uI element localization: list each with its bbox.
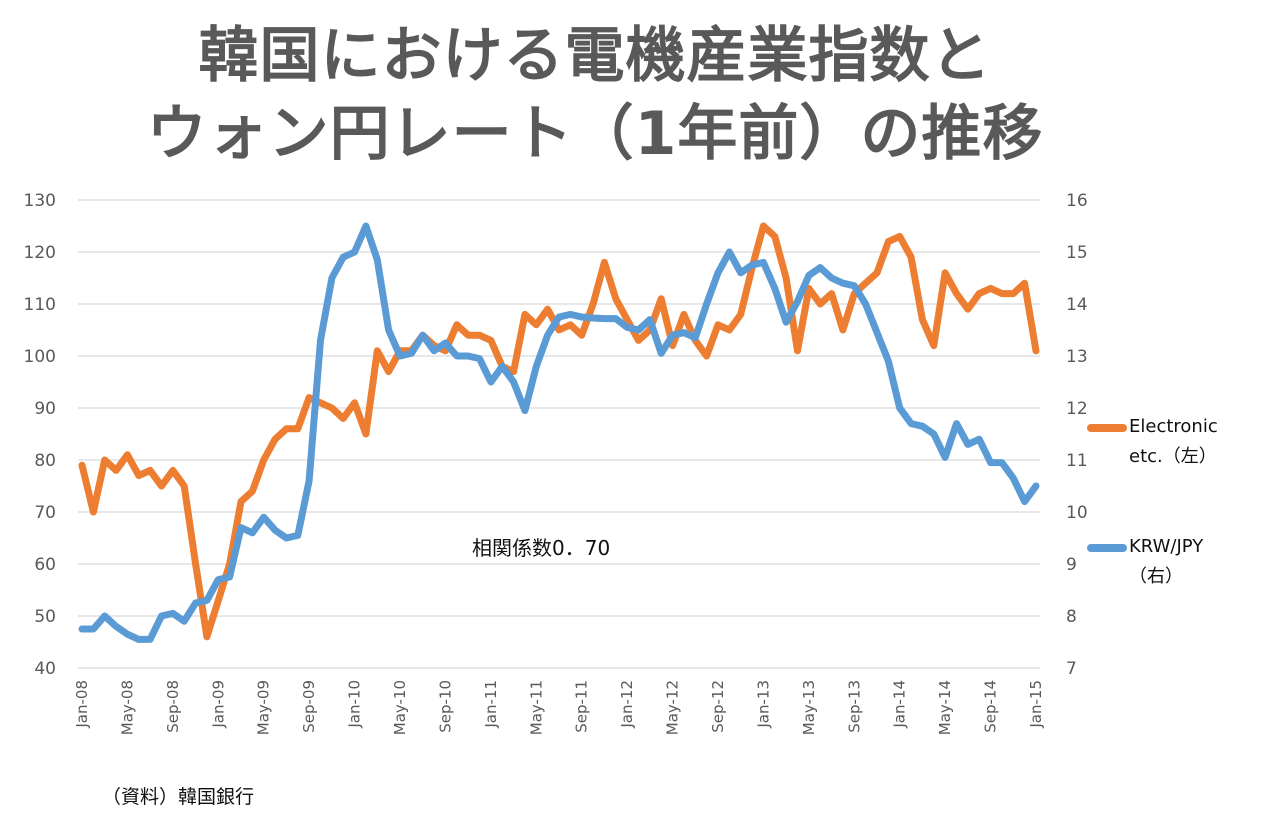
series-line-krw-jpy xyxy=(78,222,1040,643)
correlation-annotation: 相関係数0．70 xyxy=(472,536,611,560)
y-left-tick-label: 40 xyxy=(34,659,56,679)
y-right-tick-label: 13 xyxy=(1066,347,1088,367)
legend-swatch-krw-jpy xyxy=(1087,544,1127,552)
y-left-tick-label: 80 xyxy=(34,451,56,471)
y-right-tick-label: 11 xyxy=(1066,451,1088,471)
y-right-tick-label: 7 xyxy=(1066,659,1077,679)
y-left-tick-label: 60 xyxy=(34,555,56,575)
y-right-tick-label: 10 xyxy=(1066,503,1088,523)
x-tick-label: May-13 xyxy=(800,680,818,735)
chart-title-line2: ウォン円レート（1年前）の推移 xyxy=(146,99,1044,169)
y-right-tick-label: 9 xyxy=(1066,555,1077,575)
source-note: （資料）韓国銀行 xyxy=(102,786,255,808)
y-axis-right: 7 8 9 10 11 12 13 14 15 16 xyxy=(1066,191,1088,679)
x-tick-label: May-14 xyxy=(936,680,954,735)
y-left-tick-label: 120 xyxy=(24,243,56,263)
x-tick-label: Jan-15 xyxy=(1027,680,1045,729)
points-krw-jpy xyxy=(81,225,1037,640)
x-tick-label: Jan-09 xyxy=(209,680,227,729)
x-tick-label: Sep-08 xyxy=(164,680,182,733)
x-tick-label: May-10 xyxy=(391,680,409,735)
legend-label-krw-jpy: KRW/JPY （右） xyxy=(1129,536,1204,587)
x-tick-label: Sep-10 xyxy=(436,680,454,733)
x-tick-label: Sep-11 xyxy=(573,680,591,733)
y-right-tick-label: 8 xyxy=(1066,607,1077,627)
chart-title-line1: 韓国における電機産業指数と xyxy=(198,21,992,91)
x-tick-label: May-08 xyxy=(118,680,136,735)
x-tick-label: May-09 xyxy=(255,680,273,735)
x-tick-label: Sep-12 xyxy=(709,680,727,733)
y-axis-left: 40 50 60 70 80 90 100 110 120 130 xyxy=(24,191,56,679)
x-tick-label: Jan-13 xyxy=(754,680,772,729)
x-tick-label: Sep-14 xyxy=(982,680,1000,733)
x-tick-label: May-12 xyxy=(664,680,682,735)
x-axis: Jan-08 May-08 Sep-08 Jan-09 May-09 Sep-09 Jan-… xyxy=(73,680,1045,735)
y-left-tick-label: 100 xyxy=(24,347,56,367)
y-left-tick-label: 130 xyxy=(24,191,56,211)
gridlines xyxy=(78,199,1040,669)
x-tick-label: Jan-08 xyxy=(73,680,91,729)
y-right-tick-label: 16 xyxy=(1066,191,1088,211)
y-left-tick-label: 50 xyxy=(34,607,56,627)
y-left-tick-label: 110 xyxy=(24,295,56,315)
x-tick-label: Jan-10 xyxy=(346,680,364,729)
legend-label-electronic: Electronic etc.（左） xyxy=(1129,416,1218,467)
x-tick-label: Jan-11 xyxy=(482,680,500,729)
x-tick-label: May-11 xyxy=(527,680,545,735)
y-left-tick-label: 90 xyxy=(34,399,56,419)
x-tick-label: Jan-12 xyxy=(618,680,636,729)
y-right-tick-label: 15 xyxy=(1066,243,1088,263)
x-tick-label: Sep-09 xyxy=(300,680,318,733)
x-tick-label: Sep-13 xyxy=(845,680,863,733)
y-right-tick-label: 14 xyxy=(1066,295,1088,315)
series-group xyxy=(78,222,1040,643)
legend-swatch-electronic xyxy=(1087,424,1127,432)
y-left-tick-label: 70 xyxy=(34,503,56,523)
x-tick-label: Jan-14 xyxy=(891,680,909,729)
y-right-tick-label: 12 xyxy=(1066,399,1088,419)
